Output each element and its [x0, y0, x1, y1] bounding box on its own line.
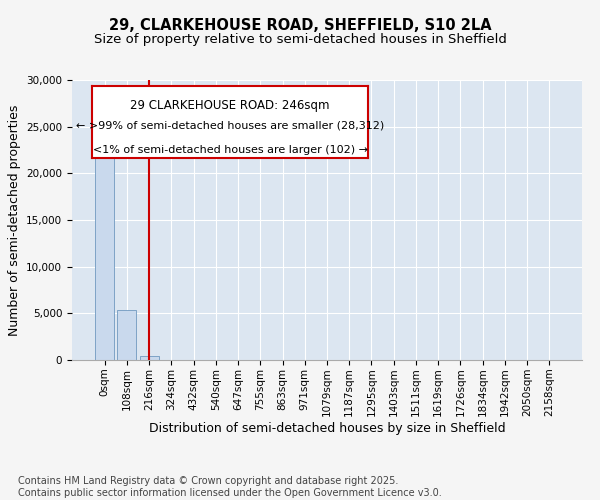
Bar: [118, 310, 136, 360]
Bar: [140, 356, 158, 360]
Bar: [95, 146, 114, 360]
Text: 29, CLARKEHOUSE ROAD, SHEFFIELD, S10 2LA: 29, CLARKEHOUSE ROAD, SHEFFIELD, S10 2LA: [109, 18, 491, 32]
Text: Contains HM Land Registry data © Crown copyright and database right 2025.
Contai: Contains HM Land Registry data © Crown c…: [18, 476, 442, 498]
Y-axis label: Number of semi-detached properties: Number of semi-detached properties: [8, 104, 20, 336]
Text: Size of property relative to semi-detached houses in Sheffield: Size of property relative to semi-detach…: [94, 32, 506, 46]
X-axis label: Distribution of semi-detached houses by size in Sheffield: Distribution of semi-detached houses by …: [149, 422, 505, 435]
